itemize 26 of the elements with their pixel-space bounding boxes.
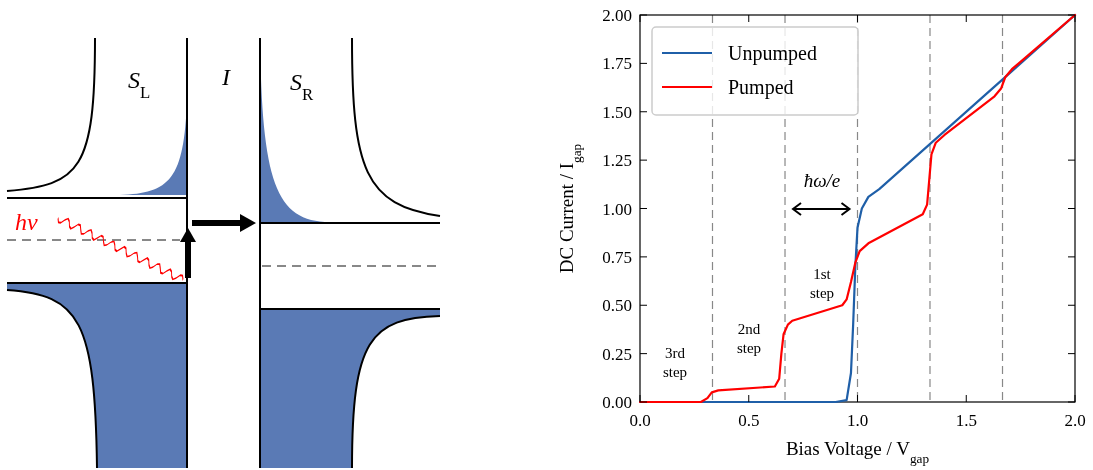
text: S$_{L}$ [128, 67, 151, 102]
text: I [221, 64, 231, 90]
legend-label: Pumped [728, 76, 794, 99]
annotation: 2nd step [736, 321, 762, 356]
annotation: ħω/e [803, 170, 841, 191]
text: hν [15, 209, 38, 235]
annotation: 3rd step [662, 345, 688, 380]
x-tick-label: 0.5 [738, 411, 760, 430]
x-tick-label: 0.0 [629, 411, 651, 430]
y-tick-label: 1.50 [602, 102, 632, 122]
legend-label: Unpumped [728, 42, 817, 65]
y-tick-label: 0.75 [602, 247, 632, 267]
x-axis-title: Bias Voltage / V$_{gap}$ [785, 438, 930, 466]
y-tick-label: 1.75 [602, 54, 632, 74]
y-tick-label: 1.00 [602, 199, 632, 219]
y-tick-label: 1.25 [602, 151, 632, 171]
y-tick-label: 0.00 [602, 393, 632, 412]
annotation: 1st step [809, 266, 835, 301]
x-tick-label: 1.0 [846, 411, 869, 430]
y-tick-label: 0.25 [602, 344, 632, 364]
text: S$_{R}$ [290, 69, 314, 104]
x-tick-label: 2.0 [1064, 411, 1086, 430]
y-tick-label: 0.50 [602, 296, 632, 316]
line-series [638, 13, 1077, 404]
y-tick-label: 2.00 [602, 6, 632, 25]
x-tick-label: 1.5 [955, 411, 977, 430]
